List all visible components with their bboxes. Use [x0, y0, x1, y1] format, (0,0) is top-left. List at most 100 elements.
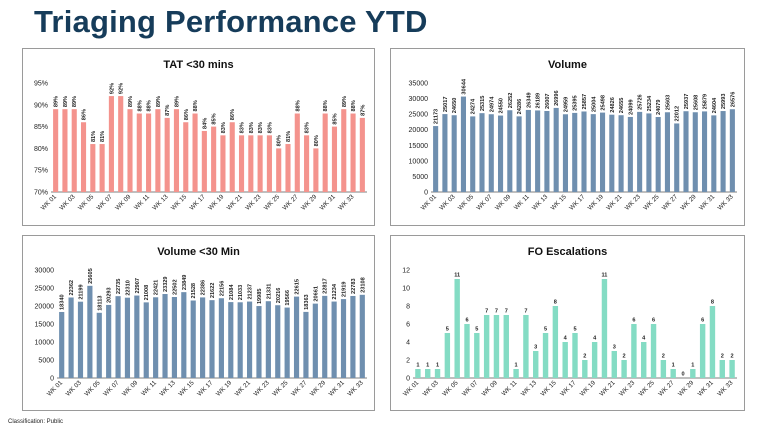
bar: [533, 351, 539, 378]
y-tick-label: 20000: [409, 127, 429, 134]
bar: [513, 369, 519, 378]
bar: [621, 360, 627, 378]
data-label: 24604: [712, 97, 718, 113]
x-tick-label: WK 13: [531, 193, 550, 212]
y-tick-label: 30000: [35, 268, 55, 275]
bar: [220, 135, 226, 192]
x-tick-label: WK 33: [337, 193, 356, 212]
data-label: 7: [495, 309, 498, 315]
data-label: 21234: [332, 283, 338, 299]
x-tick-label: WK 25: [638, 379, 657, 398]
y-tick-label: 10000: [409, 158, 429, 165]
data-label: 83%: [221, 122, 227, 133]
bar: [80, 122, 87, 192]
bar: [124, 297, 131, 378]
x-tick-label: WK 19: [215, 379, 234, 398]
bar: [729, 109, 735, 192]
x-tick-label: WK 15: [177, 379, 196, 398]
bar: [155, 109, 161, 192]
y-tick-label: 10000: [35, 340, 55, 347]
data-label: 88%: [323, 100, 329, 111]
data-label: 86%: [230, 109, 236, 120]
x-tick-label: WK 03: [58, 193, 77, 212]
volume-under-30-chart-panel: Volume <30 Min 0 5000 10000 15000 20000 25000 3…: [22, 235, 375, 411]
bar: [503, 315, 509, 378]
bar: [164, 117, 170, 192]
x-tick-label: WK 33: [716, 379, 735, 398]
bar: [670, 369, 676, 378]
x-tick-label: WK 09: [114, 193, 133, 212]
data-label: 22362: [69, 280, 75, 296]
data-label: 18363: [304, 294, 310, 310]
bar: [415, 369, 421, 378]
bar: [627, 116, 633, 192]
x-tick-label: WK 01: [420, 193, 439, 212]
data-label: 26189: [536, 93, 542, 109]
bar: [618, 115, 624, 192]
bar: [229, 122, 235, 192]
bar: [720, 111, 726, 192]
bar: [523, 315, 529, 378]
bar: [153, 297, 159, 378]
x-tick-label: WK 29: [309, 379, 328, 398]
bar: [664, 112, 671, 192]
data-label: 23108: [360, 277, 366, 293]
data-label: 23329: [163, 276, 169, 292]
data-label: 21084: [229, 284, 235, 300]
y-tick-label: 5000: [412, 174, 428, 181]
bar: [601, 279, 608, 378]
x-tick-label: WK 05: [77, 193, 96, 212]
data-label: 8: [554, 300, 557, 306]
bar: [641, 342, 647, 378]
bar: [146, 113, 152, 192]
x-tick-label: WK 07: [96, 193, 115, 212]
bar: [106, 304, 112, 378]
data-label: 20293: [107, 287, 113, 303]
data-label: 8: [711, 300, 714, 306]
bar: [464, 324, 470, 378]
y-tick-label: 80%: [34, 146, 48, 153]
data-label: 3: [534, 345, 537, 351]
bar: [451, 115, 457, 192]
bar: [228, 302, 234, 378]
bar: [442, 114, 448, 192]
data-label: 21622: [210, 283, 216, 299]
x-tick-label: WK 19: [579, 379, 598, 398]
data-label: 21008: [144, 285, 150, 301]
x-tick-label: WK 27: [657, 379, 676, 398]
bar: [525, 109, 531, 192]
bar: [265, 301, 271, 378]
x-tick-label: WK 05: [441, 379, 460, 398]
bar: [59, 311, 65, 378]
data-label: 1: [691, 363, 694, 369]
data-label: 6: [465, 318, 468, 324]
y-tick-label: 30000: [409, 96, 429, 103]
data-label: 11: [454, 273, 460, 279]
data-label: 80%: [277, 135, 283, 146]
data-label: 22421: [154, 280, 160, 296]
bar: [248, 135, 254, 192]
bar: [709, 306, 716, 378]
bar: [293, 296, 300, 378]
volume-chart: Volume 0 5000 10000 15000 20000 25000 30000 3500…: [409, 59, 737, 212]
volume-under-30-chart: Volume <30 Min 0 5000 10000 15000 20000 25000 3…: [35, 246, 367, 398]
bar: [454, 279, 460, 378]
data-label: 89%: [72, 96, 78, 107]
data-label: 4: [593, 336, 597, 342]
bar: [71, 109, 77, 192]
data-label: 3: [613, 345, 616, 351]
bar: [173, 109, 180, 192]
data-label: 4: [564, 336, 568, 342]
bar: [493, 315, 500, 378]
data-label: 1: [416, 363, 419, 369]
classification-footer: Classification: Public: [8, 419, 64, 425]
bar: [190, 300, 196, 378]
chart-title: TAT <30 mins: [163, 59, 233, 71]
y-tick-label: 90%: [34, 102, 48, 109]
data-label: 25498: [601, 95, 607, 111]
data-label: 7: [485, 309, 488, 315]
data-label: 22156: [219, 281, 225, 297]
data-label: 18340: [60, 294, 66, 310]
x-tick-label: WK 21: [226, 193, 245, 212]
